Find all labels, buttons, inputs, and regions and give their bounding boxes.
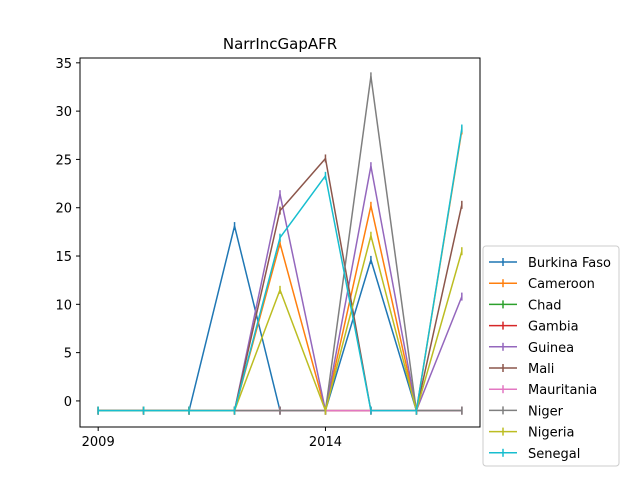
legend-item-senegal: Senegal	[489, 447, 580, 462]
legend-label-mali: Mali	[528, 362, 554, 377]
series-cameroon	[97, 126, 463, 415]
series-nigeria	[97, 231, 463, 415]
y-tick-label-25: 25	[55, 153, 72, 168]
chart-title: NarrIncGapAFR	[223, 35, 337, 53]
legend-label-burkina-faso: Burkina Faso	[528, 256, 611, 271]
legend-item-mauritania: Mauritania	[489, 383, 597, 398]
series-burkina-faso	[97, 222, 463, 415]
legend-label-senegal: Senegal	[528, 447, 580, 462]
y-axis: 0 5 10 15 20 25 30 35	[55, 57, 80, 410]
y-tick-label-0: 0	[64, 395, 72, 410]
legend-label-cameroon: Cameroon	[528, 277, 595, 292]
y-tick-label-15: 15	[55, 250, 72, 265]
legend-label-guinea: Guinea	[528, 341, 574, 356]
plot-frame	[79, 57, 481, 428]
legend-label-niger: Niger	[528, 404, 564, 419]
y-tick-label-35: 35	[55, 57, 72, 72]
x-axis: 2009 2014	[82, 427, 342, 450]
legend: Burkina Faso Cameroon Chad Gambia Guinea Mali…	[482, 245, 620, 467]
y-tick-label-30: 30	[55, 105, 72, 120]
legend-item-nigeria: Nigeria	[489, 426, 575, 441]
series-line-nigeria	[98, 234, 463, 412]
legend-label-nigeria: Nigeria	[528, 426, 575, 441]
legend-item-gambia: Gambia	[489, 320, 579, 335]
x-tick-label-2009: 2009	[82, 435, 115, 450]
legend-item-niger: Niger	[489, 404, 564, 419]
y-tick-label-5: 5	[64, 347, 72, 362]
legend-item-chad: Chad	[489, 298, 562, 313]
legend-label-mauritania: Mauritania	[528, 383, 597, 398]
series-line-cameroon	[98, 130, 463, 412]
legend-item-guinea: Guinea	[489, 341, 574, 356]
series-senegal	[97, 124, 463, 415]
legend-item-cameroon: Cameroon	[489, 277, 595, 292]
plot-area	[79, 57, 481, 428]
y-tick-label-10: 10	[55, 298, 72, 313]
series-line-burkina-faso	[98, 225, 462, 412]
legend-label-gambia: Gambia	[528, 320, 579, 335]
series-group	[97, 72, 463, 415]
y-tick-label-20: 20	[55, 202, 72, 217]
legend-item-mali: Mali	[489, 362, 554, 377]
legend-item-burkina-faso: Burkina Faso	[489, 256, 611, 271]
x-tick-label-2014: 2014	[309, 435, 342, 450]
legend-label-chad: Chad	[528, 298, 562, 313]
